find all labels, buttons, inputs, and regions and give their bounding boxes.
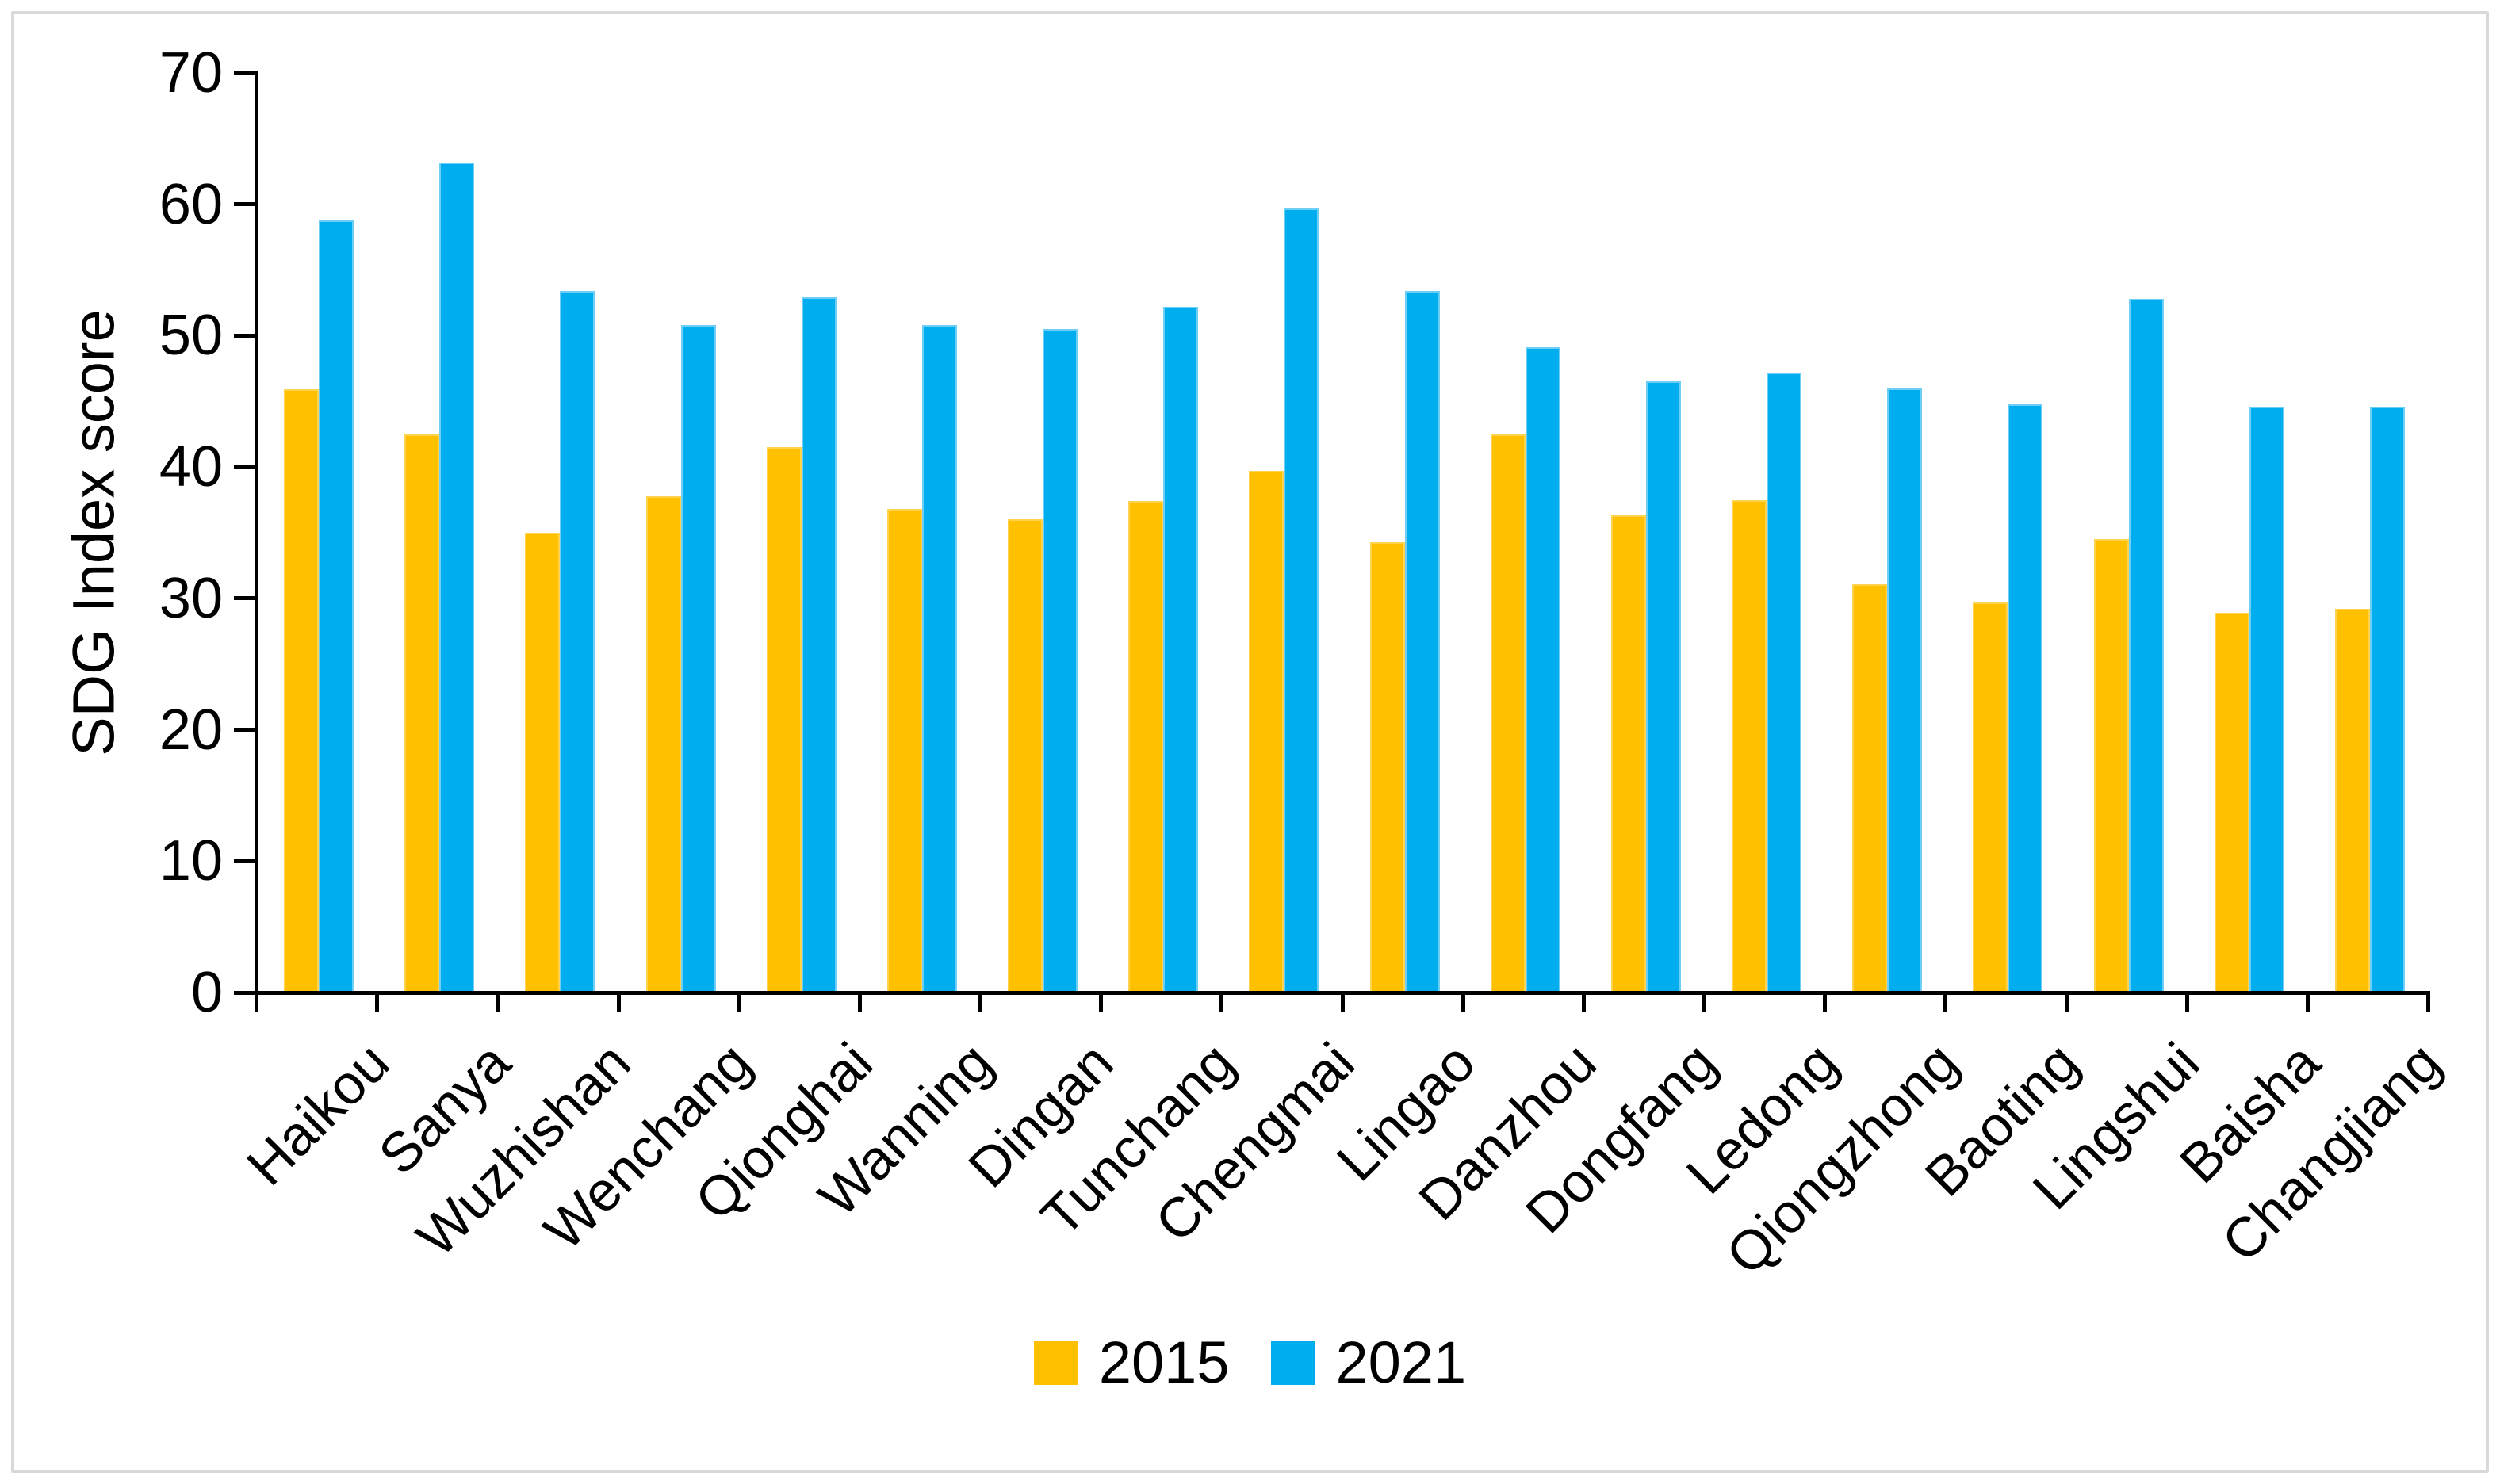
bar-2021-baisha — [2249, 406, 2284, 993]
x-axis-tick-10 — [1461, 994, 1465, 1012]
x-axis-tick-14 — [1943, 994, 1948, 1012]
bar-2015-ledong — [1732, 499, 1767, 993]
bar-2021-dongfang — [1645, 381, 1681, 993]
x-axis-tick-18 — [2426, 994, 2430, 1012]
y-axis-title: SDG Index score — [60, 309, 127, 756]
legend-item-2021: 2021 — [1270, 1329, 1467, 1395]
x-axis-tick-11 — [1581, 994, 1586, 1012]
y-axis-line — [255, 71, 258, 995]
y-axis-tick-30 — [234, 596, 255, 601]
bar-2021-wuzhishan — [560, 291, 595, 993]
x-axis-tick-0 — [255, 994, 258, 1012]
y-tick-label-50: 50 — [159, 304, 223, 368]
x-axis-tick-6 — [978, 994, 982, 1012]
bar-2021-ledong — [1767, 372, 1802, 993]
bar-2021-changjiang — [2369, 406, 2405, 993]
bar-2015-qiongzhong — [1852, 583, 1888, 993]
x-axis-tick-12 — [1702, 994, 1706, 1012]
y-tick-label-20: 20 — [159, 698, 223, 762]
y-axis-tick-40 — [234, 465, 255, 469]
legend-swatch-2021 — [1270, 1341, 1315, 1385]
bar-2015-wuzhishan — [525, 533, 561, 993]
x-axis-tick-2 — [496, 994, 500, 1012]
legend-swatch-2015 — [1033, 1341, 1078, 1385]
y-axis-tick-10 — [234, 859, 255, 863]
y-tick-label-0: 0 — [190, 961, 223, 1024]
y-axis-tick-50 — [234, 333, 255, 338]
bar-2021-tunchang — [1163, 306, 1199, 993]
bar-2021-haikou — [319, 220, 354, 993]
bar-2015-changjiang — [2334, 609, 2370, 993]
bar-2015-baisha — [2214, 613, 2249, 993]
y-tick-label-40: 40 — [159, 435, 223, 499]
bar-2021-wanning — [921, 325, 957, 993]
x-axis-tick-17 — [2305, 994, 2310, 1012]
bar-2015-haikou — [284, 389, 320, 993]
legend-label-2021: 2021 — [1335, 1329, 1467, 1395]
bar-2015-qionghai — [766, 447, 802, 993]
bar-2021-qiongzhong — [1887, 388, 1923, 993]
x-axis-tick-8 — [1219, 994, 1224, 1012]
x-axis-line — [255, 990, 2430, 995]
bar-2021-baoting — [2008, 404, 2043, 993]
bar-2021-lingshui — [2128, 299, 2164, 993]
y-tick-label-70: 70 — [159, 41, 223, 105]
bar-2015-lingao — [1369, 541, 1405, 993]
bar-2015-tunchang — [1128, 501, 1164, 993]
x-axis-tick-1 — [375, 994, 380, 1012]
bar-2021-wenchang — [680, 325, 716, 993]
bar-2015-dingan — [1008, 519, 1043, 993]
bar-2015-danzhou — [1490, 434, 1526, 993]
bar-2021-qionghai — [801, 297, 837, 993]
y-axis-tick-0 — [234, 990, 255, 995]
bar-2015-lingshui — [2093, 539, 2129, 993]
x-axis-tick-3 — [616, 994, 621, 1012]
legend-item-2015: 2015 — [1033, 1329, 1230, 1395]
x-axis-tick-13 — [1823, 994, 1828, 1012]
y-axis-tick-60 — [234, 202, 255, 207]
bar-2015-sanya — [404, 434, 440, 993]
x-axis-tick-4 — [737, 994, 741, 1012]
x-axis-tick-15 — [2064, 994, 2069, 1012]
bar-2021-danzhou — [1525, 347, 1560, 993]
y-axis-tick-70 — [234, 71, 255, 75]
y-axis-tick-20 — [234, 728, 255, 732]
bar-2021-sanya — [439, 162, 475, 993]
legend: 2015 2021 — [0, 1333, 2500, 1392]
bar-2015-chengmai — [1249, 471, 1284, 993]
x-category-label-haikou: Haikou — [235, 1031, 401, 1197]
bar-2021-dingan — [1043, 329, 1078, 993]
bar-2021-chengmai — [1284, 208, 1319, 993]
bar-2021-lingao — [1404, 291, 1440, 993]
y-tick-label-30: 30 — [159, 566, 223, 630]
bar-2015-wenchang — [645, 495, 681, 993]
x-axis-tick-5 — [857, 994, 862, 1012]
bar-2015-wanning — [886, 509, 922, 993]
y-tick-label-10: 10 — [159, 829, 223, 893]
x-axis-tick-7 — [1099, 994, 1104, 1012]
bar-2015-dongfang — [1610, 515, 1646, 993]
legend-label-2015: 2015 — [1098, 1329, 1230, 1395]
y-tick-label-60: 60 — [159, 172, 223, 236]
x-axis-tick-16 — [2184, 994, 2189, 1012]
x-axis-tick-9 — [1340, 994, 1345, 1012]
bar-2015-baoting — [1973, 602, 2008, 993]
